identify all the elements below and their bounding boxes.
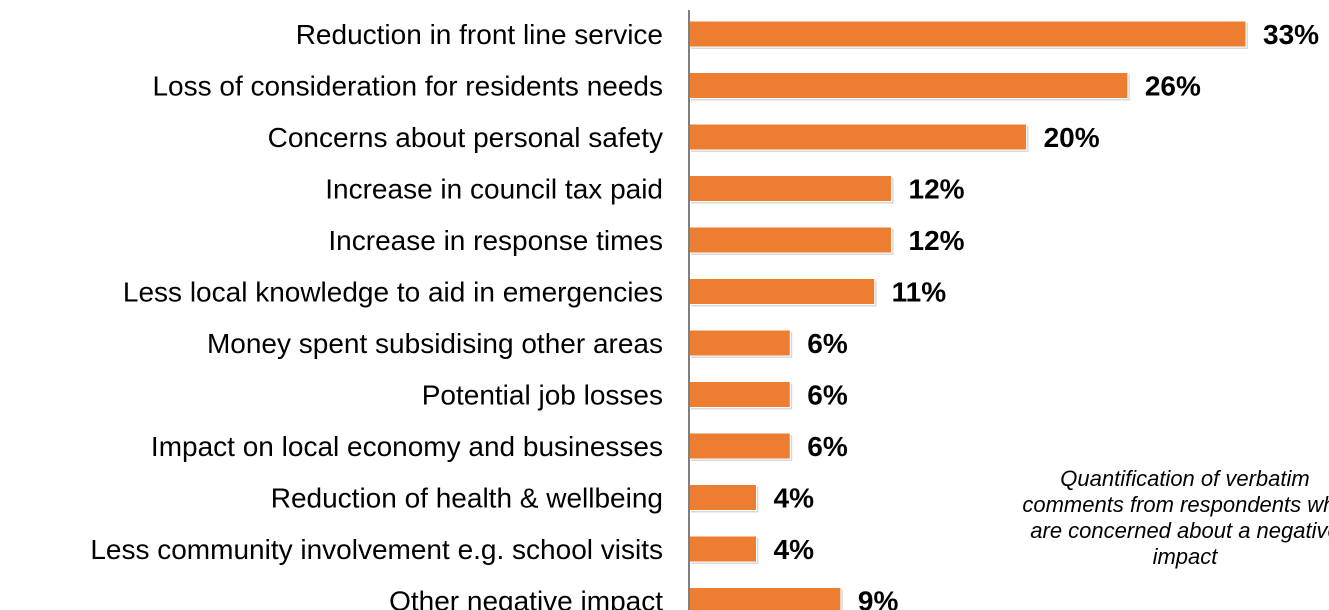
bar — [688, 381, 791, 408]
category-label: Impact on local economy and businesses — [151, 431, 663, 462]
category-label: Increase in response times — [328, 225, 663, 256]
category-label: Increase in council tax paid — [325, 174, 663, 205]
bar — [688, 72, 1129, 99]
bar — [688, 278, 876, 305]
value-label: 12% — [909, 225, 965, 256]
category-label: Money spent subsidising other areas — [207, 328, 663, 359]
annotation-note: Quantification of verbatim comments from… — [1022, 466, 1329, 569]
value-label: 6% — [807, 380, 848, 411]
bar — [688, 329, 791, 357]
category-label: Concerns about personal safety — [268, 122, 663, 153]
category-label: Other negative impact — [389, 586, 663, 610]
category-label: Potential job losses — [422, 380, 663, 411]
value-label: 9% — [858, 586, 899, 610]
category-label: Less community involvement e.g. school v… — [90, 534, 663, 565]
category-label: Reduction in front line service — [296, 19, 663, 50]
value-label: 11% — [892, 277, 947, 308]
bar — [688, 484, 758, 511]
value-label: 4% — [774, 483, 815, 514]
value-label: 33% — [1263, 19, 1319, 50]
bar — [688, 535, 758, 563]
category-label: Reduction of health & wellbeing — [271, 483, 663, 514]
value-label: 6% — [807, 431, 848, 462]
bar — [688, 20, 1247, 48]
labels-layer: Reduction in front line service 33% Loss o… — [90, 19, 1319, 610]
category-label: Less local knowledge to aid in emergenci… — [123, 277, 663, 308]
value-label: 26% — [1145, 71, 1201, 102]
value-label: 20% — [1044, 122, 1100, 153]
bar — [688, 175, 893, 202]
value-label: 6% — [807, 328, 848, 359]
bar — [688, 123, 1028, 151]
value-label: 4% — [774, 534, 815, 565]
bars-layer — [688, 20, 1248, 610]
bar — [688, 587, 842, 610]
bar — [688, 432, 791, 460]
value-label: 12% — [909, 174, 965, 205]
category-label: Loss of consideration for residents need… — [152, 71, 663, 102]
bar — [688, 226, 893, 254]
